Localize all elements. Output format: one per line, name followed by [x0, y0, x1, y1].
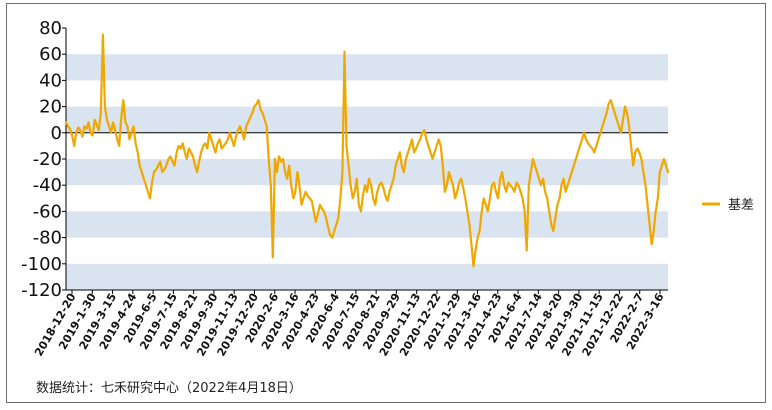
source-note: 数据统计：七禾研究中心（2022年4月18日）: [36, 381, 302, 396]
series-group: [64, 33, 670, 268]
y-tick-label-10: -120: [21, 280, 62, 301]
y-tick-label-4: 0: [51, 123, 62, 144]
grid-band-0: [66, 54, 668, 81]
x-axis: 2018-12-202019-1-302019-3-152019-4-24201…: [32, 289, 668, 358]
legend-label: 基差: [728, 198, 754, 213]
grid-band-3: [66, 211, 668, 238]
grid-band-4: [66, 263, 668, 290]
y-tick-label-1: 60: [39, 44, 62, 65]
grid-band-2: [66, 159, 668, 186]
y-tick-label-0: 80: [39, 18, 62, 39]
y-tick-label-6: -40: [33, 175, 62, 196]
y-axis: 80 60 40 20 0 -20 -40 -60 -80 -100 -120: [21, 18, 668, 301]
y-tick-label-9: -100: [21, 254, 62, 275]
y-tick-label-8: -80: [33, 228, 62, 249]
grid-bands: [66, 54, 668, 290]
series-line-0: [64, 33, 670, 268]
y-tick-label-2: 40: [39, 70, 62, 91]
y-tick-label-5: -20: [33, 149, 62, 170]
y-tick-label-7: -60: [33, 201, 62, 222]
y-tick-label-3: 20: [39, 97, 62, 118]
grid-band-1: [66, 106, 668, 133]
legend: 基差: [702, 198, 754, 213]
